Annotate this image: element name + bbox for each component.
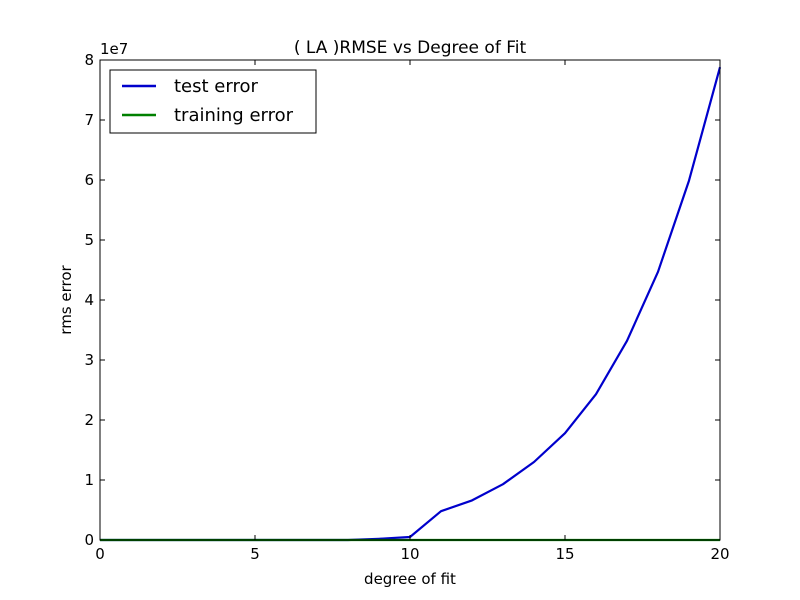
y-tick-label: 2 [84,411,94,429]
y-tick-label: 3 [84,351,94,369]
legend: test error training error [109,69,317,134]
legend-box [109,69,317,134]
legend-label: test error [174,76,258,97]
y-tick-label: 0 [84,531,94,549]
y-tick-label: 6 [84,171,94,189]
ticks-layer: 0 5 10 15 20 0 1 2 3 4 5 6 7 8 [84,51,729,563]
x-tick-label: 5 [250,545,260,563]
chart-title: ( LA )RMSE vs Degree of Fit [294,38,527,58]
x-tick-label: 10 [400,545,419,563]
y-offset-label: 1e7 [100,40,128,58]
x-tick-label: 0 [95,545,105,563]
y-tick-label: 4 [84,291,94,309]
x-axis-label: degree of fit [364,570,456,588]
x-tick-label: 20 [710,545,729,563]
y-tick-label: 1 [84,471,94,489]
x-tick-label: 15 [555,545,574,563]
y-tick-label: 5 [84,231,94,249]
y-tick-label: 8 [84,51,94,69]
y-axis-label: rms error [57,264,75,334]
y-tick-label: 7 [84,111,94,129]
legend-label: training error [174,105,294,126]
